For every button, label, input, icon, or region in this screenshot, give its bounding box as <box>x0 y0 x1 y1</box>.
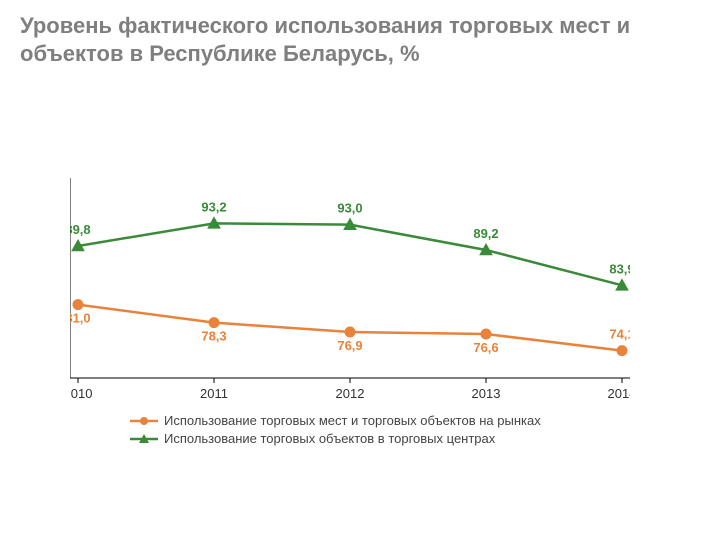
series-value-label-malls: 93,0 <box>337 201 362 216</box>
legend-label-markets: Использование торговых мест и торговых о… <box>164 413 541 428</box>
series-value-label-malls: 83,9 <box>609 261 630 276</box>
chart-svg: 7080901002010201120122013201481,078,376,… <box>70 150 630 400</box>
usage-line-chart: 7080901002010201120122013201481,078,376,… <box>70 150 630 400</box>
series-value-label-markets: 78,3 <box>201 329 226 344</box>
legend-swatch-malls <box>130 432 158 446</box>
series-value-label-malls: 89,2 <box>473 226 498 241</box>
legend-item-markets: Использование торговых мест и торговых о… <box>130 413 541 428</box>
x-tick-label: 2010 <box>70 386 92 400</box>
series-value-label-markets: 81,0 <box>70 311 91 326</box>
series-point-markets <box>481 329 491 339</box>
series-value-label-markets: 74,1 <box>609 327 630 342</box>
legend-swatch-markets <box>130 414 158 428</box>
series-line-malls <box>78 223 622 285</box>
legend-item-malls: Использование торговых объектов в торгов… <box>130 431 541 446</box>
page-title: Уровень фактического использования торго… <box>20 12 700 67</box>
chart-legend: Использование торговых мест и торговых о… <box>130 410 541 449</box>
x-tick-label: 2012 <box>336 386 365 400</box>
series-point-markets <box>617 346 627 356</box>
x-tick-label: 2014 <box>608 386 630 400</box>
series-point-markets <box>209 318 219 328</box>
series-value-label-malls: 89,8 <box>70 222 91 237</box>
legend-label-malls: Использование торговых объектов в торгов… <box>164 431 495 446</box>
series-value-label-malls: 93,2 <box>201 199 226 214</box>
x-tick-label: 2013 <box>472 386 501 400</box>
series-value-label-markets: 76,6 <box>473 340 498 355</box>
series-value-label-markets: 76,9 <box>337 338 362 353</box>
series-point-markets <box>73 300 83 310</box>
x-tick-label: 2011 <box>200 386 228 400</box>
series-point-markets <box>345 327 355 337</box>
